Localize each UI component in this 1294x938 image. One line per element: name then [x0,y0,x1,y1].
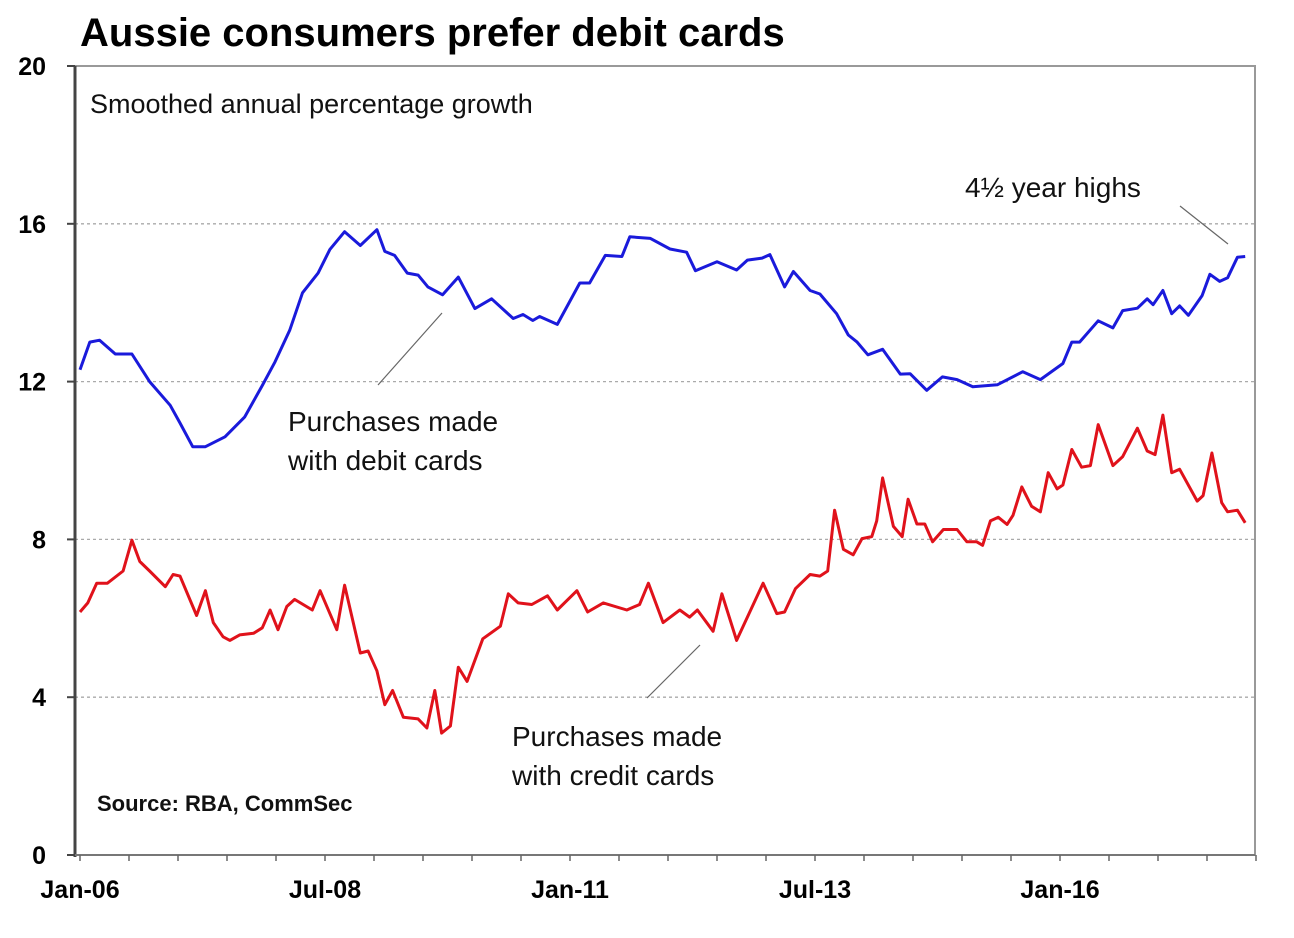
y-tick-labels: 0 4 8 12 16 20 [18,53,75,870]
debit-leader-line [377,312,443,386]
credit-label-line2: with credit cards [511,760,714,791]
y-tick-label: 16 [18,211,46,239]
highs-annotation: 4½ year highs [965,172,1141,203]
x-tick-label: Jul-08 [289,876,361,904]
x-tick-label: Jul-13 [779,876,851,904]
x-tick-label: Jan-16 [1020,876,1099,904]
chart-subtitle: Smoothed annual percentage growth [90,89,533,119]
x-tick-label: Jan-11 [531,876,609,904]
credit-cards-line [78,413,1247,735]
credit-leader-line [646,644,701,699]
y-tick-label: 20 [18,53,46,81]
x-tick-label: Jan-06 [40,876,119,904]
x-tick-labels: Jan-06 Jul-08 Jan-11 Jul-13 Jan-16 [40,855,1257,904]
y-tick-label: 12 [18,369,46,397]
source-note: Source: RBA, CommSec [97,791,353,816]
debit-label-line2: with debit cards [287,445,483,476]
chart-title: Aussie consumers prefer debit cards [80,11,785,55]
y-tick-label: 0 [32,842,46,870]
debit-cards-line [78,228,1246,449]
series-lines [78,228,1247,735]
debit-label-line1: Purchases made [288,406,498,437]
gridlines [75,223,1255,698]
y-tick-label: 8 [32,526,46,554]
highs-leader-line [1179,205,1229,245]
y-tick-label: 4 [32,684,46,712]
credit-label-line1: Purchases made [512,721,722,752]
